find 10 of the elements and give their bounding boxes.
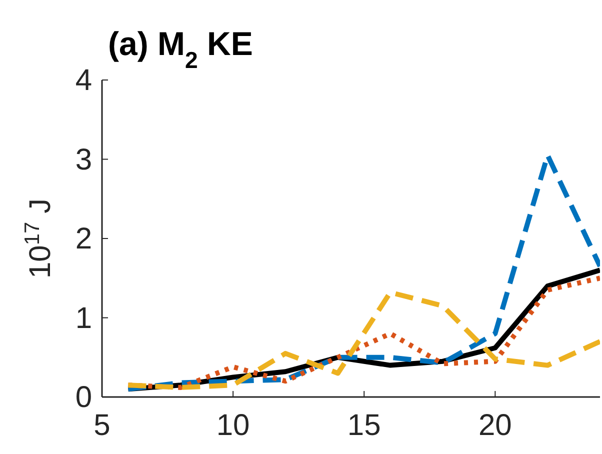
y-tick-label: 4 [75, 64, 92, 97]
chart-title: (a) M$_{2}$ KE [108, 25, 253, 73]
x-tick-label: 15 [347, 409, 381, 442]
x-tick-label: 10 [216, 409, 250, 442]
x-tick-label: 5 [94, 409, 110, 442]
y-tick-label: 2 [75, 222, 92, 256]
y-tick-label: 3 [75, 143, 92, 176]
y-tick-label: 0 [75, 381, 92, 414]
x-tick-label: 20 [478, 409, 512, 442]
y-tick-label: 1 [75, 302, 92, 335]
